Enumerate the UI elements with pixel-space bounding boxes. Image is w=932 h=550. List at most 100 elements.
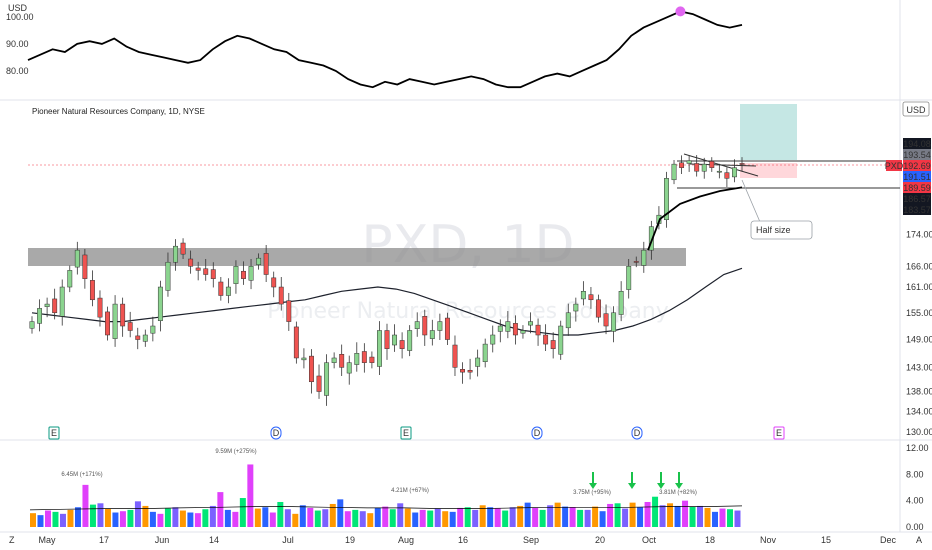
volume-bar [727, 509, 734, 527]
dividend-marker[interactable] [631, 426, 643, 440]
candle-body [475, 357, 481, 367]
price-y-tick: 130.00 [906, 427, 932, 437]
earnings-marker[interactable] [773, 426, 785, 440]
volume-bar [502, 510, 509, 527]
volume-spike-label: 3.75M (+95%) [573, 490, 611, 496]
candle-body [558, 325, 564, 355]
volume-bar [179, 510, 186, 527]
volume-bar [44, 510, 51, 527]
rs-series-line [27, 10, 743, 89]
price-label: 191.51 [903, 172, 931, 182]
candle-body [686, 160, 692, 164]
candle-body [679, 162, 685, 168]
volume-bar [142, 505, 149, 527]
candle-body [29, 321, 35, 329]
volume-bar [224, 509, 231, 527]
candle-body [225, 286, 231, 296]
earnings-marker[interactable] [400, 426, 412, 440]
dividend-marker[interactable] [531, 426, 543, 440]
candle-body [716, 170, 722, 173]
candle-body [369, 356, 375, 363]
price-label: 183.57 [903, 205, 931, 215]
price-label: 193.54 [903, 150, 931, 160]
candle-body [301, 357, 307, 361]
volume-bar [659, 505, 666, 527]
candle-body [361, 351, 367, 363]
volume-bar [397, 503, 404, 527]
volume-bar [82, 484, 89, 527]
volume-bar [457, 507, 464, 527]
dividend-marker[interactable] [270, 426, 282, 440]
rs-unit-label: USD [8, 3, 28, 13]
candle-body [241, 270, 246, 279]
candle-body [105, 311, 110, 336]
volume-bar [472, 509, 479, 527]
volume-spike-label: 6.45M (+171%) [61, 472, 102, 478]
volume-bar [509, 507, 516, 527]
volume-bar [187, 512, 194, 527]
volume-bar [254, 508, 261, 527]
volume-bar [307, 507, 314, 527]
candle-body [248, 266, 254, 281]
volume-bar [269, 512, 276, 527]
event-marker-letter: D [634, 428, 641, 438]
candle-body [618, 291, 624, 315]
volume-bar [352, 509, 359, 527]
event-marker-letter: E [403, 428, 409, 438]
candle-body [580, 291, 586, 300]
candle-body [694, 163, 700, 172]
candle-body [324, 362, 330, 396]
corner-left[interactable]: Z [9, 535, 15, 545]
price-y-tick: 161.00 [906, 282, 932, 292]
volume-bar [217, 492, 224, 527]
candle-body [664, 178, 669, 221]
candle-body [550, 340, 556, 349]
time-axis-label: 18 [705, 535, 715, 545]
earnings-marker[interactable] [48, 426, 60, 440]
volume-bar [30, 513, 36, 527]
price-label: 186.57 [903, 194, 931, 204]
fast-moving-average [647, 186, 743, 251]
volume-moving-average [29, 505, 743, 511]
rs-peak-marker [675, 6, 686, 17]
time-axis: May 17 Jun 14 Jul 19 Aug 16 Sep 20 Oct 18 Nov 15 Dec [38, 535, 896, 545]
volume-spike-label: 4.21M (+67%) [391, 488, 429, 494]
volume-bar [524, 502, 531, 527]
price-y-tick: 174.00 [906, 229, 932, 239]
candle-body [739, 163, 745, 165]
candle-body [233, 266, 239, 284]
candle-body [82, 254, 88, 279]
volume-y-tick: 4.00 [906, 496, 924, 506]
volume-bar [674, 505, 681, 527]
time-axis-label: 17 [99, 535, 109, 545]
volume-bar [389, 509, 396, 527]
candle-body [648, 226, 654, 251]
volume-bar [412, 512, 419, 527]
support-zone [28, 248, 686, 266]
candle-body [467, 369, 473, 373]
volume-bar [314, 510, 321, 527]
candle-body [565, 312, 571, 329]
candle-body [37, 308, 43, 324]
slow-moving-average [31, 267, 743, 336]
candle-body [44, 303, 50, 307]
volume-bar [202, 509, 209, 527]
candle-body [339, 354, 345, 368]
volume-bar [689, 506, 696, 527]
volume-bar [172, 507, 179, 527]
candle-body [573, 303, 579, 312]
relative-strength-panel: USD 100.00 90.00 80.00 [6, 3, 743, 89]
volume-y-tick: 12.00 [906, 443, 929, 453]
candle-body [588, 294, 594, 301]
time-axis-label: Jul [282, 535, 294, 545]
corner-right[interactable]: A [916, 535, 922, 545]
candle-body [52, 298, 58, 314]
volume-bar [419, 509, 426, 527]
candle-body [112, 303, 118, 339]
rs-y-tick: 80.00 [6, 66, 29, 76]
candle-body [97, 297, 103, 318]
volume-bar [97, 503, 104, 527]
volume-y-tick: 8.00 [906, 469, 924, 479]
volume-bar [367, 513, 374, 527]
